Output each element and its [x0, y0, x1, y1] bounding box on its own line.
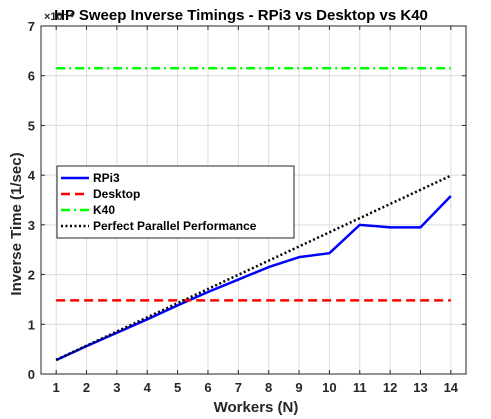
- y-tick-label: 0: [28, 367, 35, 382]
- x-tick-label: 10: [322, 380, 336, 395]
- y-exponent-label: ×10⁻⁴: [44, 11, 74, 23]
- ticks: [41, 25, 466, 375]
- x-tick-label: 2: [83, 380, 90, 395]
- series-line-perfect-parallel-performance: [55, 174, 452, 361]
- y-tick-label: 3: [28, 218, 35, 233]
- x-tick-label: 6: [204, 380, 211, 395]
- y-tick-label: 4: [28, 168, 36, 183]
- legend-label: Desktop: [93, 187, 140, 201]
- legend-label: RPi3: [93, 171, 120, 185]
- x-tick-label: 4: [144, 380, 152, 395]
- chart-title: HP Sweep Inverse Timings - RPi3 vs Deskt…: [54, 7, 428, 24]
- x-tick-label: 9: [295, 380, 302, 395]
- x-tick-label: 5: [174, 380, 181, 395]
- y-tick-label: 5: [28, 118, 35, 133]
- y-tick-label: 1: [28, 317, 35, 332]
- x-tick-label: 12: [383, 380, 397, 395]
- x-axis-label: Workers (N): [214, 399, 299, 416]
- x-tick-label: 14: [444, 380, 459, 395]
- x-tick-label: 1: [53, 380, 60, 395]
- legend-label: K40: [93, 203, 115, 217]
- x-tick-label: 11: [353, 380, 367, 395]
- x-tick-label: 13: [413, 380, 427, 395]
- x-tick-label: 3: [113, 380, 120, 395]
- plot-frame: [40, 25, 467, 375]
- legend-label: Perfect Parallel Performance: [93, 219, 257, 233]
- legend: RPi3 Desktop K40 Perfect Parallel Performan…: [56, 165, 295, 239]
- y-tick-label: 6: [28, 69, 35, 84]
- y-tick-label: 7: [28, 19, 35, 34]
- series-layer: [55, 67, 452, 362]
- x-tick-label: 8: [265, 380, 272, 395]
- x-tick-label: 7: [235, 380, 242, 395]
- legend-box: [56, 165, 295, 239]
- y-axis-label: Inverse Time (1/sec): [8, 152, 25, 295]
- y-tick-label: 2: [28, 268, 35, 283]
